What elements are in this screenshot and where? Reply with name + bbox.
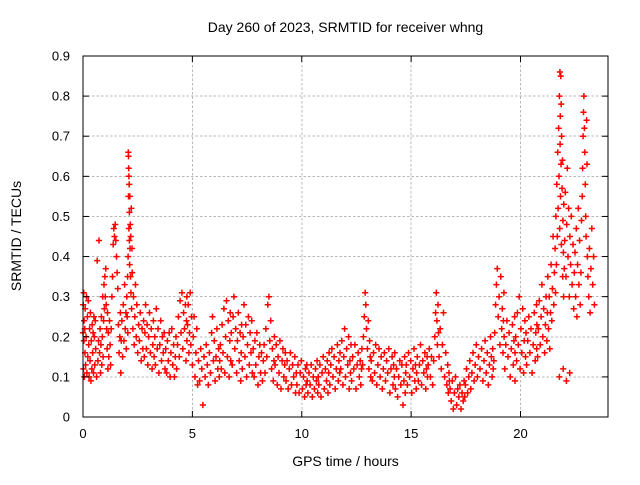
x-tick-label: 15 [404,426,418,441]
y-tick-label: 0.8 [52,89,70,104]
scatter-plus-markers [79,68,598,413]
x-tick-label: 5 [189,426,196,441]
grid-lines [83,56,608,417]
y-tick-label: 0.9 [52,49,70,64]
y-tick-label: 0.1 [52,369,70,384]
scatter-points [79,68,598,413]
y-tick-label: 0 [63,410,70,425]
y-tick-label: 0.3 [52,289,70,304]
y-tick-label: 0.6 [52,169,70,184]
x-tick-label: 20 [513,426,527,441]
y-axis-label: SRMTID / TECUs [8,180,24,292]
x-axis-label: GPS time / hours [292,453,399,469]
y-tick-label: 0.5 [52,209,70,224]
x-tick-label: 0 [79,426,86,441]
x-tick-label: 10 [295,426,309,441]
y-tick-label: 0.4 [52,249,70,264]
tick-labels: 0 0.1 0.2 0.3 0.4 0.5 0.6 0.7 0.8 0.9 0 5 10 15 20 [52,49,528,442]
y-tick-label: 0.7 [52,129,70,144]
y-tick-label: 0.2 [52,329,70,344]
plot-border [82,55,609,418]
chart-title: Day 260 of 2023, SRMTID for receiver whn… [207,19,484,35]
